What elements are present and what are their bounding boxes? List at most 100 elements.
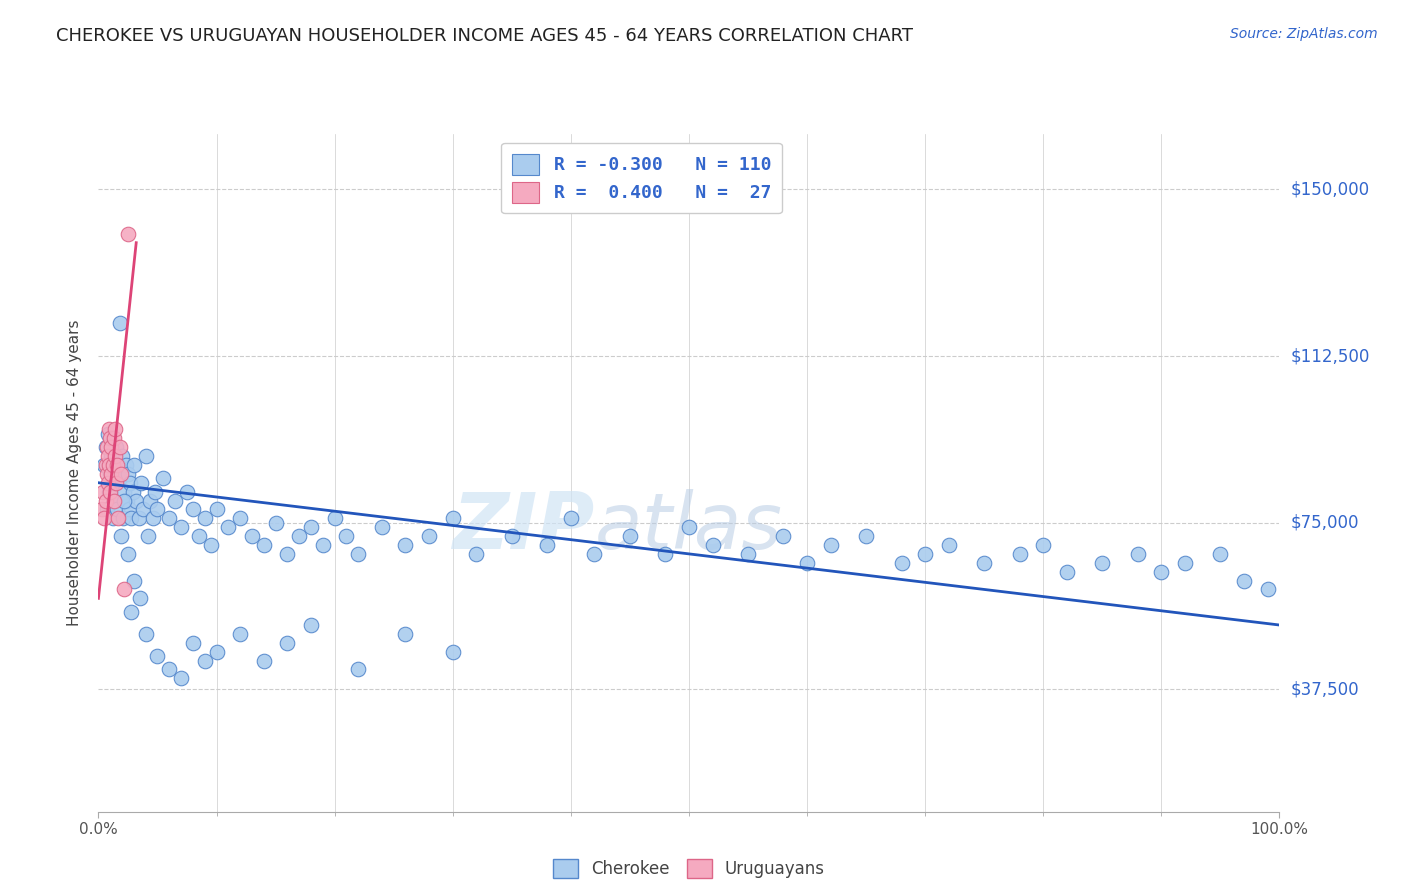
Point <box>97 426 120 441</box>
Text: atlas: atlas <box>595 489 782 565</box>
Point <box>820 538 842 552</box>
Point <box>187 529 209 543</box>
Point <box>105 440 128 454</box>
Point <box>112 484 135 499</box>
Point <box>1008 547 1031 561</box>
Point <box>100 467 122 481</box>
Point <box>176 484 198 499</box>
Point <box>619 529 641 543</box>
Point <box>217 520 239 534</box>
Point <box>96 467 118 481</box>
Point <box>96 502 118 516</box>
Point <box>501 529 523 543</box>
Point <box>264 516 287 530</box>
Point <box>1174 556 1197 570</box>
Point <box>117 227 139 241</box>
Point <box>253 538 276 552</box>
Point <box>737 547 759 561</box>
Point <box>170 520 193 534</box>
Point <box>103 475 125 490</box>
Point <box>229 511 252 525</box>
Point <box>110 467 132 481</box>
Point <box>1091 556 1114 570</box>
Point <box>1150 565 1173 579</box>
Point <box>299 520 322 534</box>
Point <box>108 471 131 485</box>
Point <box>121 484 143 499</box>
Point <box>120 475 142 490</box>
Point <box>105 475 128 490</box>
Point <box>323 511 346 525</box>
Point <box>194 654 217 668</box>
Point <box>121 605 143 619</box>
Point <box>103 431 125 445</box>
Point <box>152 471 174 485</box>
Point <box>583 547 606 561</box>
Point <box>107 511 129 525</box>
Point <box>98 484 121 499</box>
Point <box>104 493 127 508</box>
Legend: Cherokee, Uruguayans: Cherokee, Uruguayans <box>547 852 831 885</box>
Point <box>1233 574 1256 588</box>
Point <box>105 458 128 472</box>
Point <box>536 538 558 552</box>
Point <box>97 449 120 463</box>
Point <box>107 458 129 472</box>
Point <box>441 645 464 659</box>
Point <box>418 529 440 543</box>
Point <box>146 649 169 664</box>
Point <box>97 475 120 490</box>
Point <box>101 458 124 472</box>
Point <box>465 547 488 561</box>
Text: $112,500: $112,500 <box>1291 347 1369 365</box>
Point <box>94 493 117 508</box>
Point <box>117 467 139 481</box>
Point <box>108 440 131 454</box>
Point <box>938 538 960 552</box>
Point <box>240 529 263 543</box>
Point <box>91 502 114 516</box>
Point <box>94 440 117 454</box>
Point <box>276 547 298 561</box>
Point <box>118 502 141 516</box>
Point <box>441 511 464 525</box>
Point <box>112 511 135 525</box>
Point <box>112 582 135 597</box>
Point <box>128 591 150 606</box>
Point <box>973 556 995 570</box>
Point <box>157 511 180 525</box>
Point <box>142 511 165 525</box>
Point <box>678 520 700 534</box>
Point <box>146 502 169 516</box>
Point <box>101 511 124 525</box>
Point <box>111 449 134 463</box>
Point <box>128 511 150 525</box>
Point <box>94 458 117 472</box>
Point <box>110 529 132 543</box>
Point <box>98 431 121 445</box>
Point <box>104 422 127 436</box>
Point <box>181 636 204 650</box>
Point <box>347 663 370 677</box>
Point <box>98 422 121 436</box>
Point <box>122 458 145 472</box>
Point <box>1126 547 1149 561</box>
Point <box>136 529 159 543</box>
Point <box>288 529 311 543</box>
Point <box>114 458 136 472</box>
Y-axis label: Householder Income Ages 45 - 64 years: Householder Income Ages 45 - 64 years <box>67 319 83 626</box>
Point <box>132 502 155 516</box>
Point <box>1032 538 1054 552</box>
Point <box>125 493 148 508</box>
Point <box>170 671 193 685</box>
Point <box>122 574 145 588</box>
Point <box>139 493 162 508</box>
Point <box>229 627 252 641</box>
Text: $75,000: $75,000 <box>1291 514 1360 532</box>
Text: ZIP: ZIP <box>453 489 595 565</box>
Point <box>1056 565 1078 579</box>
Point <box>121 511 143 525</box>
Point <box>98 467 121 481</box>
Point <box>103 493 125 508</box>
Point <box>98 484 121 499</box>
